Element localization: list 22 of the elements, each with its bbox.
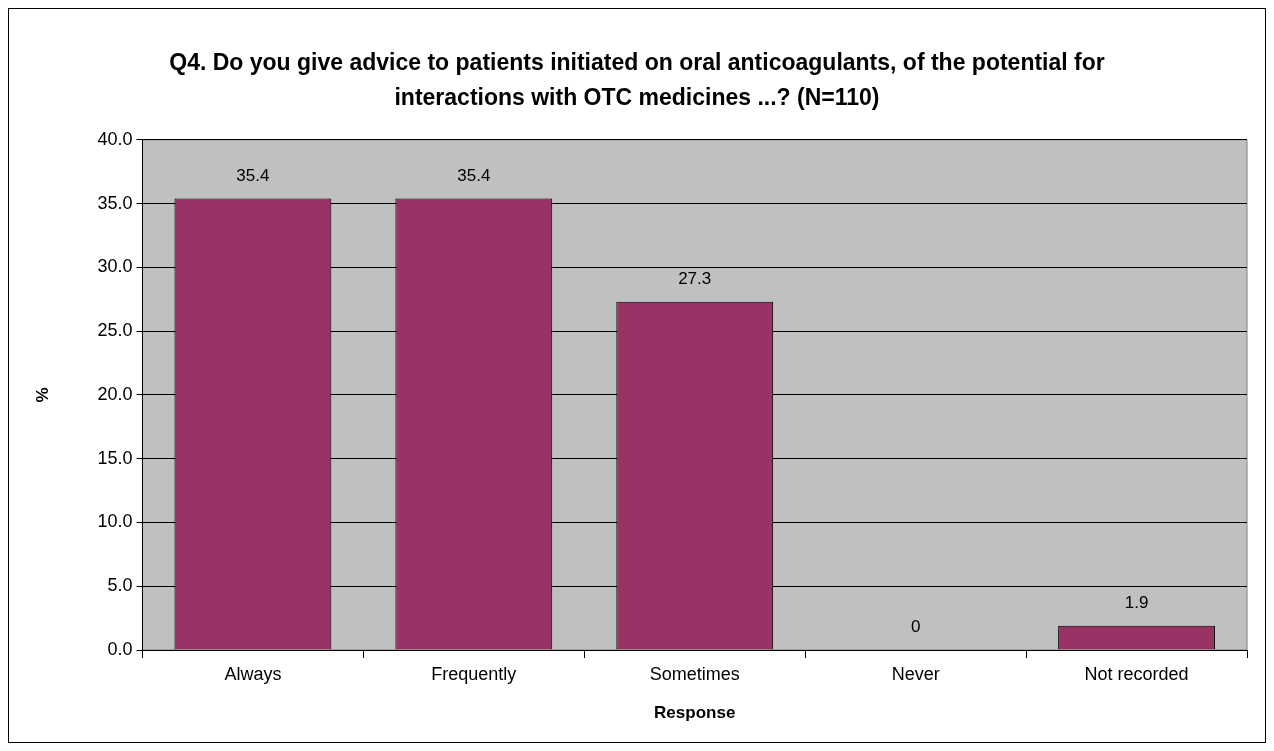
x-tick-label: Sometimes [649,663,740,684]
y-tick-label: 30.0 [97,256,133,277]
data-label: 35.4 [457,165,491,185]
x-tick-label: Frequently [431,663,517,684]
y-axis-title: % [32,387,52,403]
y-tick-label: 10.0 [97,511,133,532]
y-tick-label: 0.0 [107,638,133,659]
data-label: 0 [910,617,921,637]
data-label: 27.3 [678,268,712,288]
y-tick-label: 25.0 [97,320,133,341]
y-tick-label: 15.0 [97,447,133,468]
y-tick-label: 5.0 [107,575,133,596]
data-label: 1.9 [1124,592,1149,612]
x-tick-label: Never [891,663,940,684]
y-tick-label: 20.0 [97,383,133,404]
y-tick-label: 35.0 [97,192,133,213]
x-tick-label: Always [224,663,282,684]
x-axis-title: Response [654,703,736,723]
data-label: 35.4 [236,165,270,185]
chart-title: Q4. Do you give advice to patients initiated on oral anticoagulants, of the potential for interactions with OTC medicines ...? (N=110) [168,48,1106,112]
y-tick-label: 40.0 [97,128,133,149]
x-tick-label: Not recorded [1084,663,1189,684]
